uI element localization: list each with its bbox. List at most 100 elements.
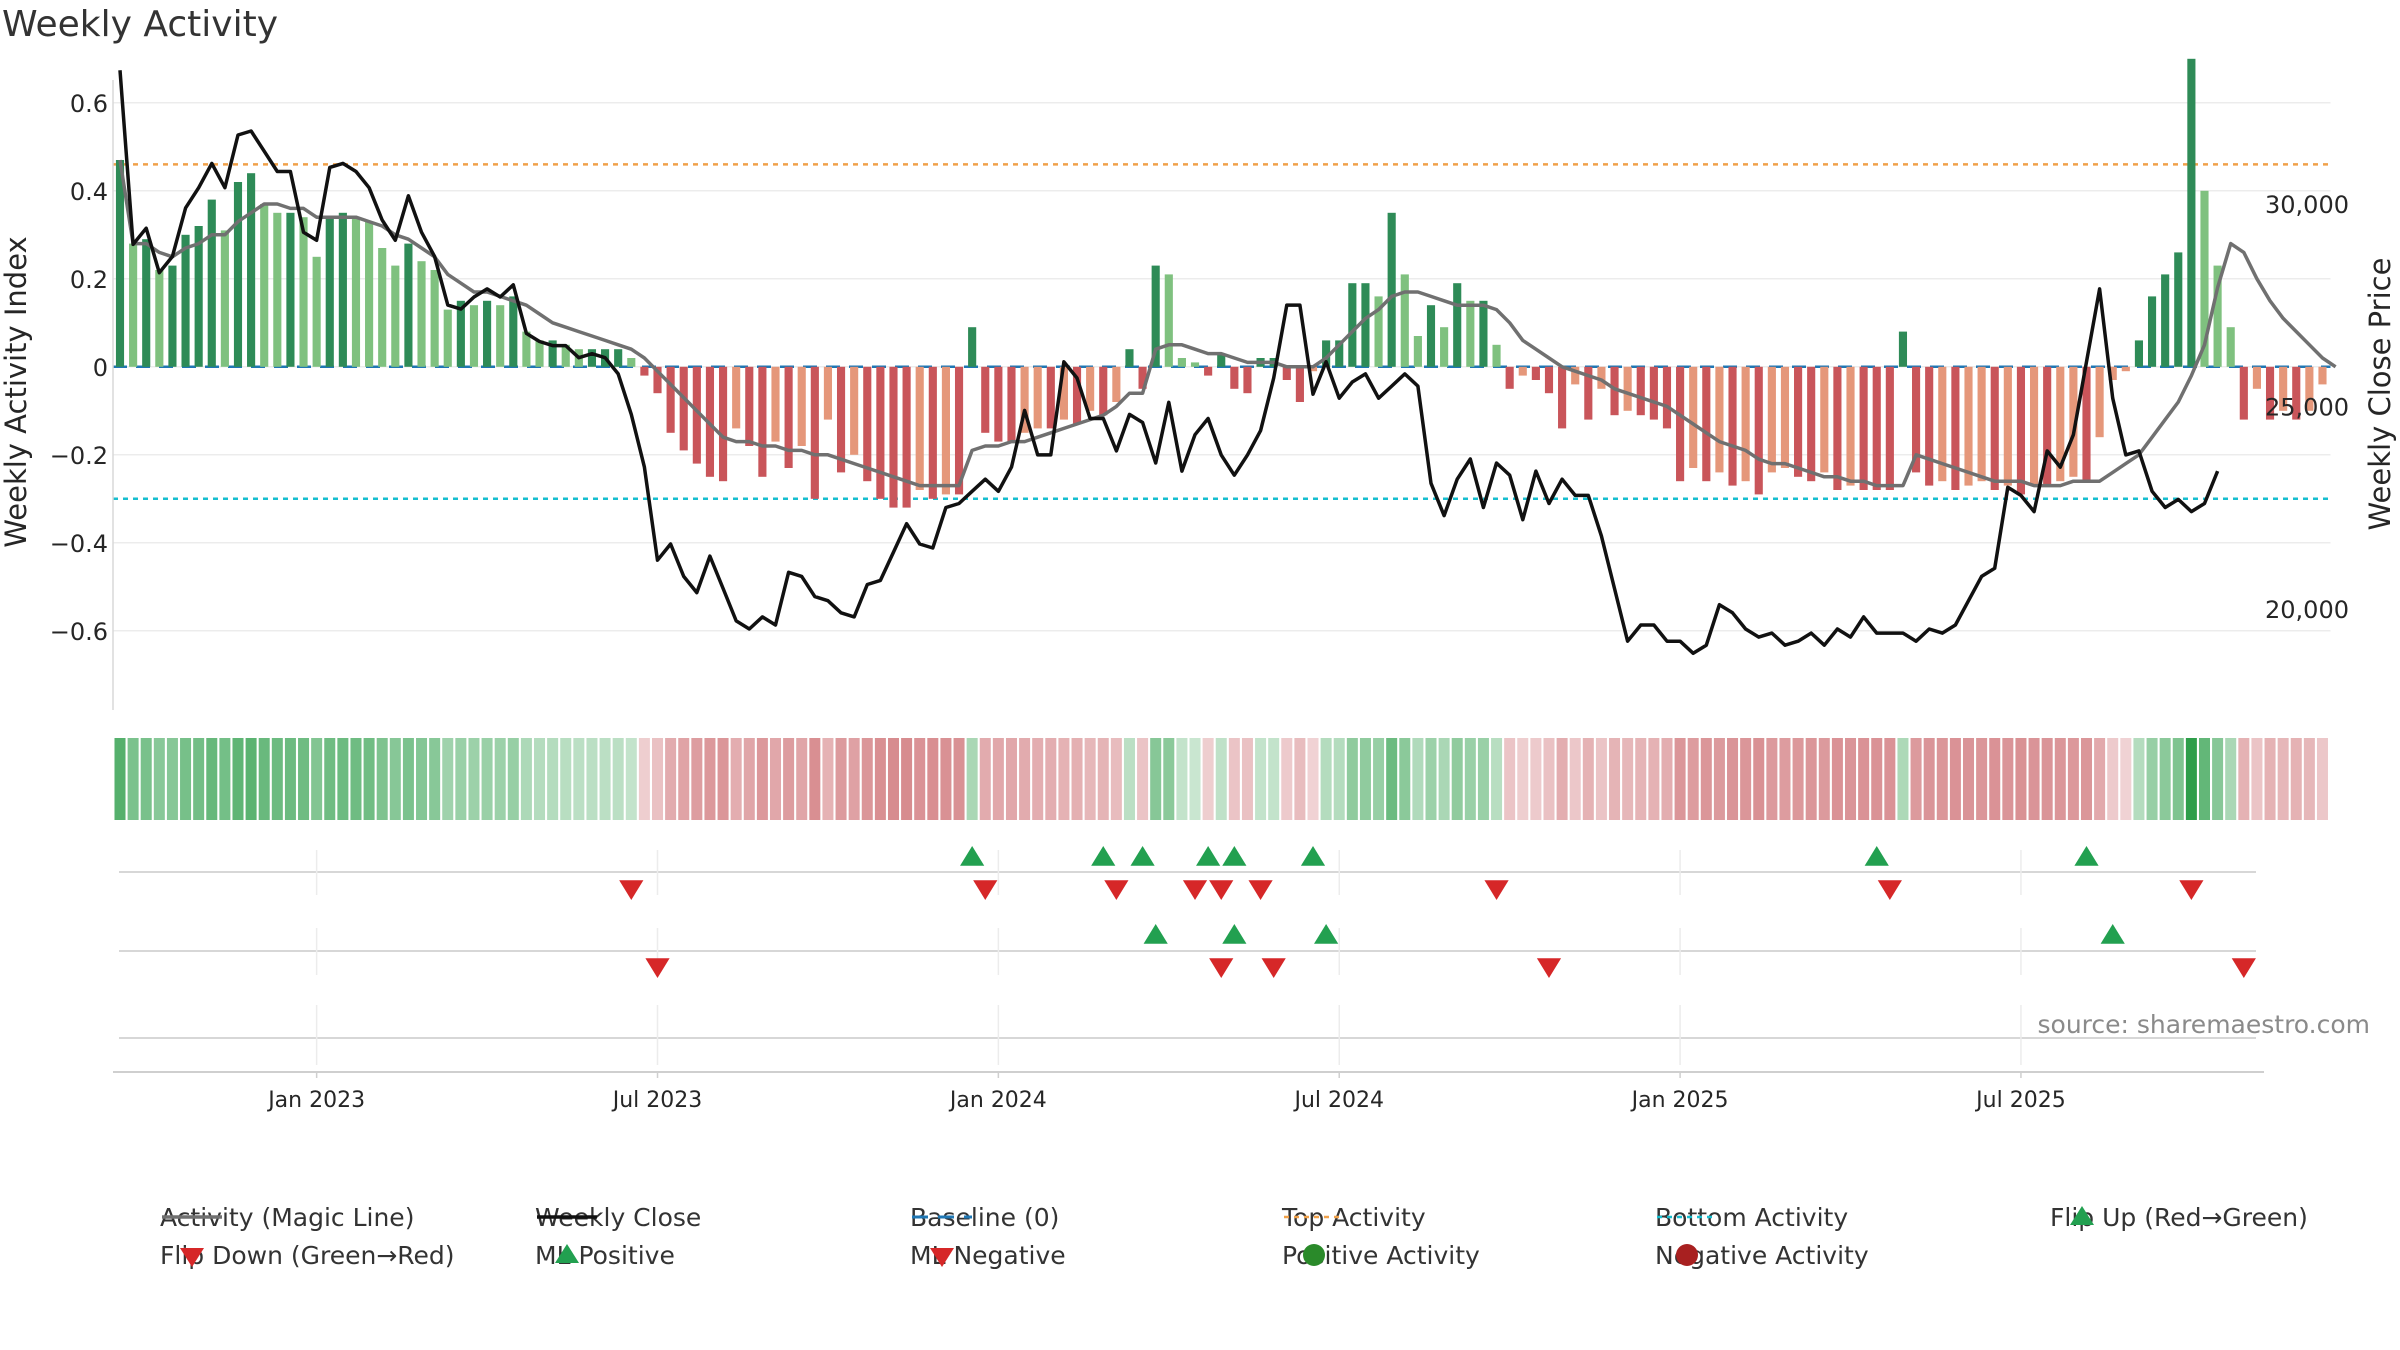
activity-bar	[351, 217, 361, 367]
activity-strip-cell	[940, 738, 952, 820]
activity-strip-cell	[1530, 738, 1542, 820]
activity-bar	[509, 296, 518, 367]
activity-strip-cell	[678, 738, 690, 820]
activity-bar	[1086, 366, 1095, 411]
activity-strip-cell	[219, 738, 231, 820]
legend-item: Positive Activity	[1282, 1236, 1480, 1274]
activity-bar	[941, 366, 950, 495]
flip-up-marker	[960, 846, 985, 866]
activity-strip-cell	[494, 738, 506, 820]
flip-up-marker	[1196, 846, 1221, 866]
activity-strip-cell	[2185, 738, 2197, 820]
activity-strip-cell	[1582, 738, 1594, 820]
activity-strip-cell	[2251, 738, 2263, 820]
activity-bar	[443, 309, 452, 367]
activity-strip-cell	[1884, 738, 1896, 820]
activity-strip-cell	[1989, 738, 2001, 820]
activity-bar	[640, 366, 649, 376]
activity-bar	[207, 199, 216, 367]
activity-bar	[2029, 366, 2039, 486]
activity-bar	[1426, 305, 1436, 367]
activity-bar	[1649, 366, 1658, 420]
activity-strip-cell	[389, 738, 401, 820]
activity-bar	[2095, 366, 2104, 438]
activity-strip-cell	[1595, 738, 1607, 820]
activity-strip-cell	[2212, 738, 2224, 820]
activity-strip-cell	[324, 738, 336, 820]
activity-strip-cell	[2133, 738, 2145, 820]
activity-strip-cell	[402, 738, 414, 820]
activity-bar	[1440, 327, 1449, 367]
activity-bar	[1807, 366, 1816, 482]
activity-strip-cell	[573, 738, 585, 820]
activity-bar	[2305, 366, 2314, 411]
activity-strip-cell	[901, 738, 913, 820]
activity-strip-cell	[2290, 738, 2302, 820]
circle-green-legend-icon	[1303, 1244, 1325, 1266]
tri-up-green-legend-icon	[2070, 1206, 2094, 1225]
activity-strip-cell	[1137, 738, 1149, 820]
activity-bar	[1204, 366, 1213, 376]
activity-strip-cell	[1792, 738, 1804, 820]
activity-strip-cell	[914, 738, 926, 820]
activity-strip-cell	[2198, 738, 2210, 820]
activity-strip-cell	[1241, 738, 1253, 820]
activity-strip-cell	[1032, 738, 1044, 820]
ml-negative-marker	[645, 958, 670, 978]
activity-strip-cell	[1150, 738, 1162, 820]
activity-strip-cell	[2041, 738, 2053, 820]
activity-bar	[2003, 366, 2012, 486]
x-tick-label: Jan 2023	[266, 1088, 365, 1113]
activity-bar	[1190, 362, 1200, 367]
flip-up-marker	[1864, 846, 1889, 866]
activity-strip-cell	[1753, 738, 1765, 820]
activity-strip-cell	[1477, 738, 1489, 820]
activity-strip-cell	[376, 738, 388, 820]
activity-bar	[1518, 366, 1527, 376]
activity-bar	[2265, 366, 2275, 420]
activity-strip-cell	[1504, 738, 1516, 820]
activity-strip-cell	[298, 738, 310, 820]
activity-bar	[1308, 366, 1318, 372]
x-tick-label: Jul 2023	[611, 1088, 703, 1113]
activity-bar	[954, 366, 964, 495]
y2-tick-label: 20,000	[2265, 596, 2349, 624]
activity-strip-cell	[625, 738, 637, 820]
activity-strip-cell	[1058, 738, 1070, 820]
flip-up-marker	[1130, 846, 1155, 866]
activity-bar	[391, 265, 400, 367]
y-axis-label: Weekly Activity Index	[0, 236, 33, 547]
activity-strip-cell	[612, 738, 624, 820]
activity-bar	[1020, 366, 1029, 433]
activity-bar	[522, 331, 531, 367]
activity-strip-cell	[1005, 738, 1017, 820]
activity-bar	[1728, 366, 1737, 486]
activity-bar	[718, 366, 728, 482]
activity-strip-cell	[691, 738, 703, 820]
activity-strip-cell	[1412, 738, 1424, 820]
activity-strip-cell	[534, 738, 546, 820]
activity-strip-cell	[1818, 738, 1830, 820]
activity-bar	[863, 366, 872, 482]
activity-bar	[2239, 366, 2248, 420]
activity-bar	[2056, 366, 2065, 482]
activity-strip-cell	[2107, 738, 2119, 820]
activity-strip-cell	[874, 738, 886, 820]
legend-label: Flip Up (Red→Green)	[2050, 1202, 2308, 1232]
y-tick-label: −0.6	[50, 618, 108, 646]
activity-bar	[1794, 366, 1803, 477]
activity-strip-cell	[2054, 738, 2066, 820]
y-tick-label: 0.6	[70, 90, 108, 118]
activity-strip-cell	[2067, 738, 2079, 820]
activity-strip-cell	[1923, 738, 1935, 820]
activity-bar	[1335, 340, 1344, 367]
activity-bar	[168, 265, 177, 367]
flip-down-marker	[619, 880, 644, 900]
activity-strip-cell	[1766, 738, 1778, 820]
weekly-close-series	[118, 70, 2220, 656]
legend-item: Baseline (0)	[910, 1198, 1059, 1236]
activity-bar	[1833, 366, 1842, 490]
activity-bar	[1099, 366, 1108, 416]
activity-bar	[836, 366, 846, 473]
activity-bar	[2213, 265, 2222, 367]
